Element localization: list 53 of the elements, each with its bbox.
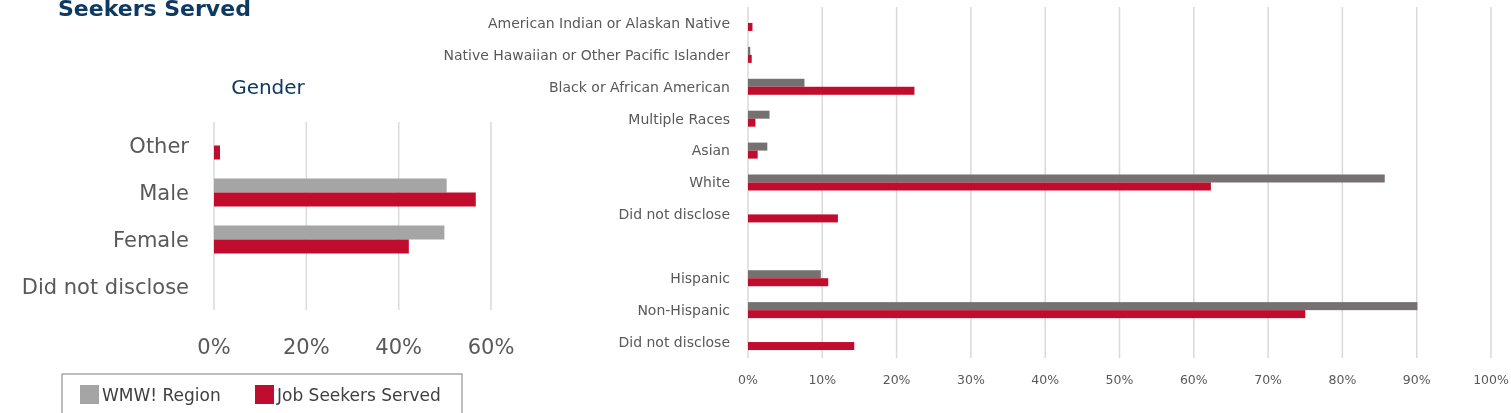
bar [748,342,855,351]
bar [748,310,1306,319]
y-tick-label: Other [129,133,190,158]
x-tick-label: 70% [1254,372,1283,387]
bar [214,239,409,254]
y-tick-label: Black or African American [549,78,730,95]
bar [748,78,805,87]
y-tick-label: Hispanic [670,270,730,287]
bar [748,174,1385,183]
x-tick-label: 40% [1031,372,1060,387]
y-tick-label: White [689,174,730,191]
chart-title: Seekers Served [58,0,251,21]
bar [214,225,445,240]
y-tick-label: Asian [691,142,730,159]
bar [748,302,1418,311]
x-tick-label: 20% [882,372,911,387]
bar [748,182,1211,191]
y-tick-label: Multiple Races [628,110,730,127]
bar [748,110,770,119]
x-tick-label: 60% [1179,372,1208,387]
x-tick-label: 0% [197,335,231,359]
bar [748,54,752,63]
x-tick-label: 100% [1473,372,1509,387]
bar [748,118,756,127]
y-tick-label: Did not disclose [21,274,189,299]
x-tick-label: 50% [1105,372,1134,387]
y-tick-label: Female [113,227,189,252]
bar [214,178,447,193]
bar [214,192,476,207]
chart-subtitle: Gender [231,75,306,99]
y-tick-label: Did not disclose [618,333,730,350]
bar [748,214,838,223]
bar [748,150,758,159]
legend-label: Job Seekers Served [276,384,441,405]
y-tick-label: Did not disclose [618,206,730,223]
y-tick-label: American Indian or Alaskan Native [488,14,730,31]
x-tick-label: 10% [808,372,837,387]
x-tick-label: 30% [957,372,985,387]
bar [748,86,915,95]
legend-label: WMW! Region [102,384,221,405]
x-tick-label: 0% [738,372,759,387]
x-tick-label: 60% [467,335,515,359]
bar [748,270,821,279]
bar [748,142,768,151]
x-tick-label: 40% [375,335,423,359]
bar [214,145,220,160]
x-tick-label: 80% [1328,372,1357,387]
y-tick-label: Non-Hispanic [637,302,730,319]
x-tick-label: 20% [282,335,330,359]
bar [748,278,829,287]
y-tick-label: Native Hawaiian or Other Pacific Islander [443,46,731,63]
y-tick-label: Male [139,180,189,205]
x-tick-label: 90% [1402,372,1431,387]
